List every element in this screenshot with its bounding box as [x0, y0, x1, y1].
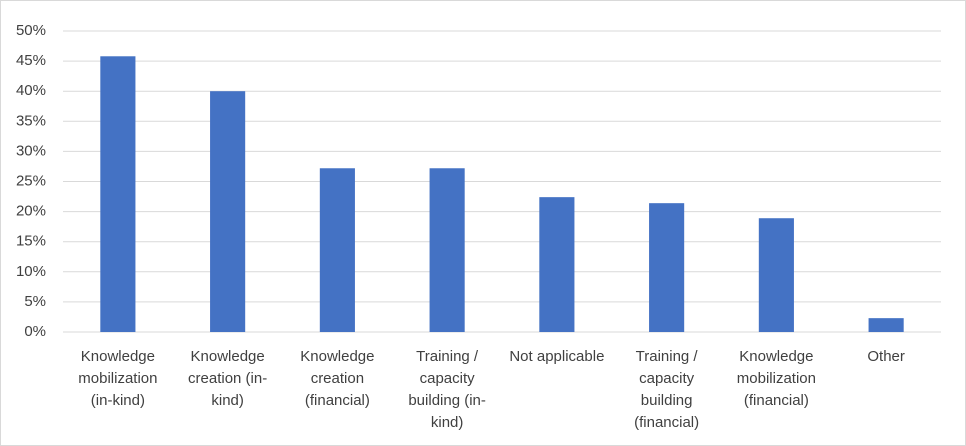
bar	[649, 203, 685, 332]
y-tick-label: 35%	[16, 112, 46, 129]
y-tick-label: 20%	[16, 203, 46, 220]
bar	[210, 91, 246, 332]
y-tick-label: 40%	[16, 82, 46, 99]
x-tick-label: Knowledge mobilization (in-kind)	[78, 348, 158, 409]
bar	[758, 218, 794, 332]
y-tick-label: 5%	[24, 293, 46, 310]
x-tick-label: Other	[867, 348, 905, 365]
y-tick-label: 25%	[16, 172, 46, 189]
bar	[868, 318, 904, 332]
y-tick-label: 30%	[16, 142, 46, 159]
y-tick-label: 0%	[24, 323, 46, 340]
x-tick-label: Training / capacity building (financial)	[634, 348, 700, 431]
bar	[539, 197, 575, 332]
y-tick-label: 45%	[16, 52, 46, 69]
x-tick-label: Knowledge creation (in-kind)	[188, 348, 268, 409]
bar	[319, 168, 355, 332]
bar	[429, 168, 465, 332]
x-tick-label: Not applicable	[509, 348, 605, 365]
y-tick-label: 15%	[16, 233, 46, 250]
x-tick-label: Knowledge creation (financial)	[300, 348, 375, 409]
bar	[100, 56, 136, 333]
x-tick-label: Knowledge mobilization (financial)	[736, 348, 816, 409]
y-tick-label: 10%	[16, 263, 46, 280]
x-tick-label: Training / capacity building (in-kind)	[408, 348, 486, 431]
y-tick-label: 50%	[16, 22, 46, 39]
